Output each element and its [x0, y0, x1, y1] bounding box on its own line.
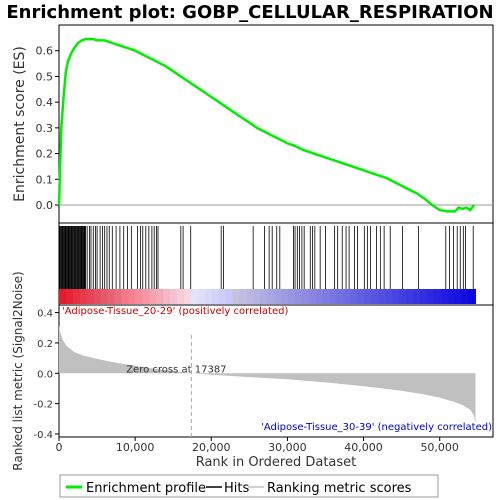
color-bar-segment [329, 289, 338, 304]
color-bar-segment [93, 289, 102, 304]
x-tick-label: 30,000 [268, 441, 307, 454]
color-bar-segment [308, 289, 317, 304]
color-bar-segment [426, 289, 435, 304]
color-bar-segment [364, 289, 372, 304]
color-bar-segment [399, 289, 407, 304]
color-bar-segment [239, 289, 247, 304]
legend-label-ranking: Ranking metric scores [267, 481, 412, 496]
x-tick-label: 10,000 [116, 441, 155, 454]
es-y-axis: 0.0 0.1 0.2 0.3 0.4 0.5 0.6 [36, 45, 59, 212]
color-bar-segment [447, 289, 456, 304]
es-y-tick-label: 0.3 [36, 122, 54, 135]
ranked-y-tick-label: 0.4 [37, 309, 53, 320]
color-bar-segment [232, 289, 240, 304]
chart-title: Enrichment plot: GOBP_CELLULAR_RESPIRATI… [6, 2, 493, 23]
color-bar-segment [163, 289, 171, 304]
color-bar-segment [378, 289, 386, 304]
color-bar-segment [433, 289, 442, 304]
es-y-tick-label: 0.6 [36, 45, 54, 58]
es-y-tick-label: 0.4 [36, 96, 54, 109]
x-axis: 0 10,000 20,000 30,000 40,000 50,000 [56, 437, 459, 454]
color-bar-segment [288, 289, 296, 304]
color-bar-segment [204, 289, 213, 304]
color-bar-segment [107, 289, 116, 304]
color-bar-segment [315, 289, 324, 304]
color-bar-segment [246, 289, 254, 304]
ranked-y-axis: -0.4 -0.2 0.0 0.2 0.4 [33, 309, 59, 441]
color-bar-segment [128, 289, 136, 304]
color-bar-segment [419, 289, 428, 304]
es-y-tick-label: 0.2 [36, 148, 54, 161]
x-tick-label: 40,000 [344, 441, 383, 454]
ranked-y-axis-label: Ranked list metric (Signal2Noise) [11, 271, 25, 470]
hits-group [59, 226, 474, 289]
color-bar-segment [343, 289, 352, 304]
color-bar-segment [350, 289, 358, 304]
color-bar-segment [357, 289, 365, 304]
color-bar-segment [156, 289, 164, 304]
color-bar-segment [190, 289, 199, 304]
es-y-tick-label: 0.5 [36, 70, 54, 83]
x-tick-label: 0 [56, 441, 63, 454]
color-bar-segment [253, 289, 261, 304]
x-tick-label: 20,000 [192, 441, 231, 454]
color-bar-segment [440, 289, 449, 304]
color-bar-segment [121, 289, 129, 304]
positive-correlation-label: 'Adipose-Tissue_20-29' (positively corre… [62, 306, 288, 317]
color-bar-segment [183, 289, 192, 304]
color-bar-segment [79, 289, 88, 304]
color-bar-segment [142, 289, 150, 304]
color-bar-segment [461, 289, 470, 304]
color-bar-segment [59, 289, 67, 304]
color-bar-segment [72, 289, 81, 304]
color-bar-segment [86, 289, 95, 304]
enrichment-profile-line [57, 37, 476, 213]
color-bar-segment [295, 289, 303, 304]
color-bar-segment [211, 289, 220, 304]
x-axis-label: Rank in Ordered Dataset [196, 455, 357, 470]
color-bar-segment [322, 289, 331, 304]
color-bar-segment [267, 289, 275, 304]
color-bar-segment [413, 289, 421, 304]
es-panel-frame [58, 24, 494, 224]
es-y-tick-label: 0.0 [36, 199, 54, 212]
zero-cross-label: Zero cross at 17387 [126, 364, 226, 375]
color-bar-segment [114, 289, 122, 304]
color-bar-segment [135, 289, 143, 304]
color-bar-segment [468, 289, 476, 304]
color-bar-segment [218, 289, 227, 304]
color-bar-segment [260, 289, 268, 304]
rank-color-bar [59, 289, 476, 304]
color-bar-segment [406, 289, 414, 304]
color-bar-segment [371, 289, 379, 304]
color-bar-segment [454, 289, 463, 304]
ranked-y-tick-label: 0.0 [37, 369, 53, 380]
color-bar-segment [100, 289, 109, 304]
ranked-y-tick-label: -0.4 [33, 430, 53, 441]
legend-label-hits: Hits [224, 481, 249, 496]
color-bar-segment [301, 289, 310, 304]
ranked-y-tick-label: 0.2 [37, 339, 53, 350]
color-bar-segment [385, 289, 393, 304]
color-bar-segment [281, 289, 289, 304]
x-tick-label: 50,000 [420, 441, 459, 454]
color-bar-segment [225, 289, 234, 304]
ranking-metric-area [59, 324, 476, 424]
color-bar-segment [149, 289, 157, 304]
color-bar-segment [65, 289, 74, 304]
color-bar-segment [170, 289, 178, 304]
negative-correlation-label: 'Adipose-Tissue_30-39' (negatively corre… [261, 422, 492, 433]
color-bar-segment [392, 289, 400, 304]
legend-box [59, 474, 439, 498]
color-bar-segment [336, 289, 345, 304]
es-y-axis-label: Enrichment score (ES) [12, 46, 28, 202]
color-bar-segment [274, 289, 282, 304]
legend-label-profile: Enrichment profile [86, 481, 206, 496]
color-bar-segment [197, 289, 206, 304]
color-bar-segment [177, 289, 185, 304]
ranked-y-tick-label: -0.2 [33, 400, 53, 411]
es-y-tick-label: 0.1 [36, 173, 54, 186]
